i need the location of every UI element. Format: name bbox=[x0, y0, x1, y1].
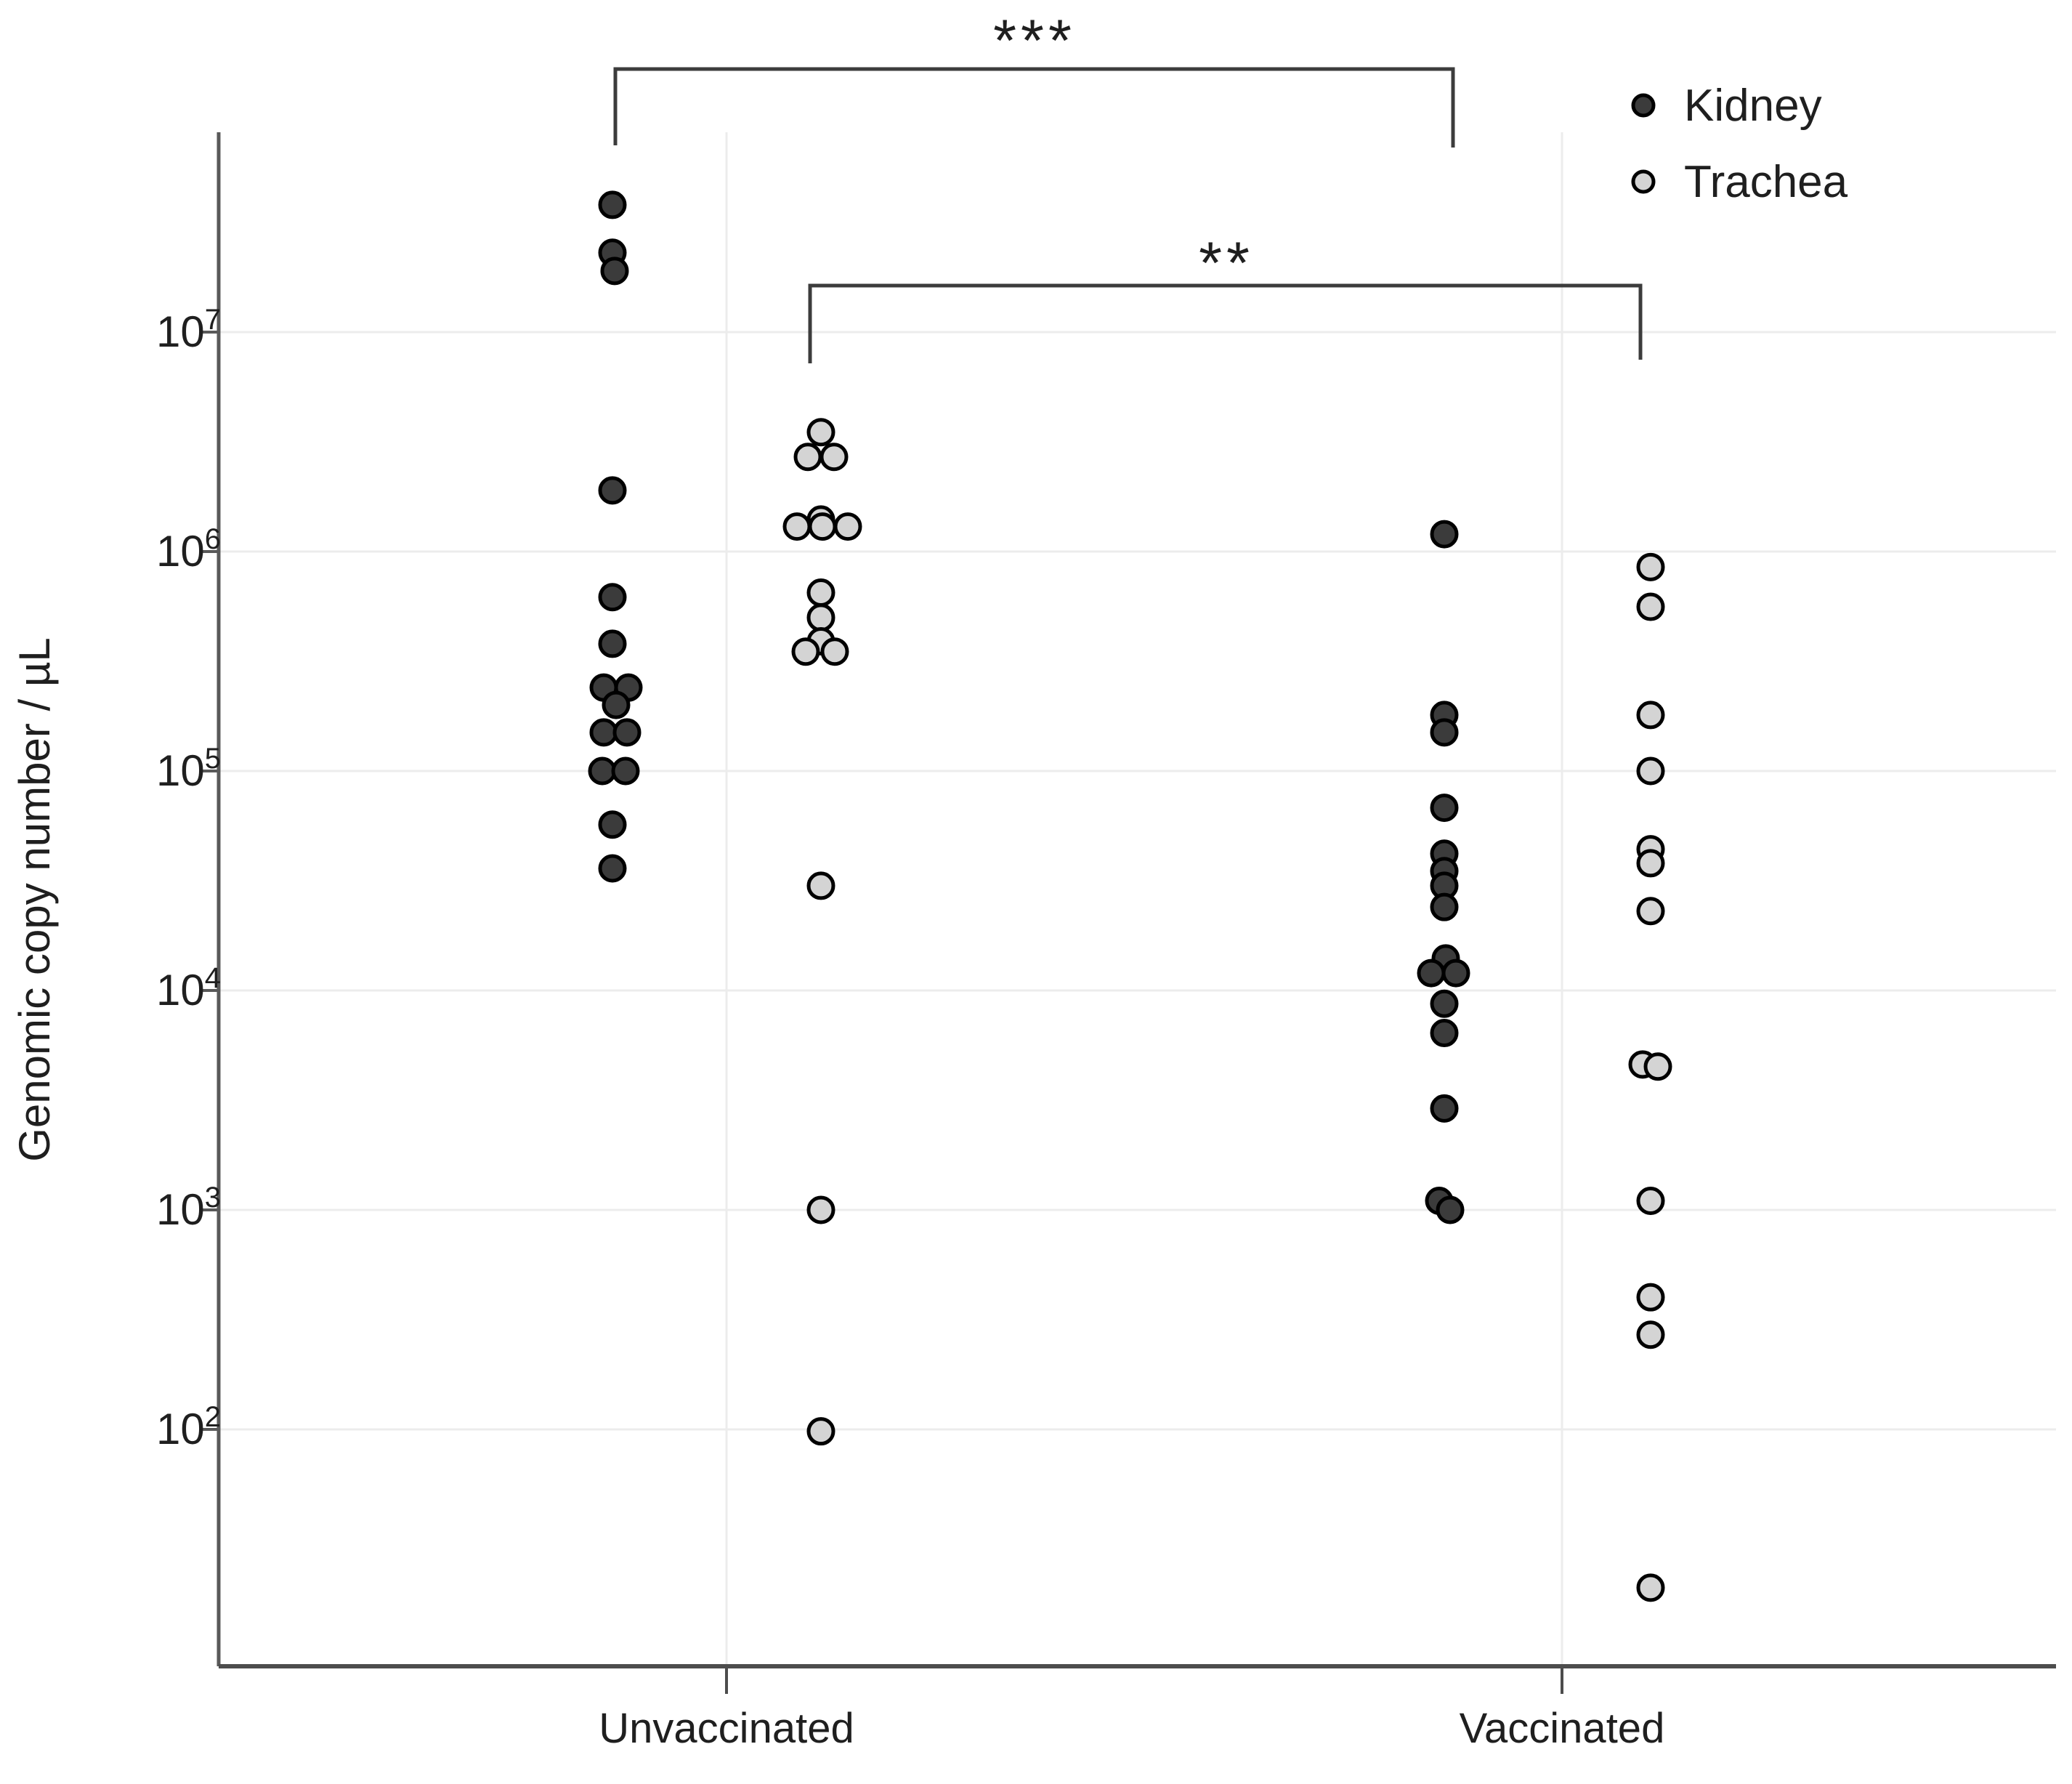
legend-label-trachea: Trachea bbox=[1684, 157, 1848, 207]
legend-markers-layer bbox=[1631, 93, 1656, 194]
legend-marker-kidney bbox=[1631, 93, 1656, 118]
y-tick-label-10e4: 104 bbox=[156, 962, 221, 1014]
gridlines-layer bbox=[219, 132, 2056, 1666]
point-vaccinated-trachea bbox=[1636, 1320, 1665, 1349]
point-unvaccinated-kidney bbox=[588, 756, 617, 786]
point-unvaccinated-trachea bbox=[833, 512, 862, 541]
point-unvaccinated-trachea bbox=[806, 871, 835, 900]
point-unvaccinated-trachea bbox=[782, 512, 812, 541]
legend-label-kidney: Kidney bbox=[1684, 81, 1822, 131]
y-axis-title: Genomic copy number / µL bbox=[10, 637, 59, 1162]
significance-label-trachea: ** bbox=[1199, 230, 1254, 296]
y-tick-label-10e2: 102 bbox=[156, 1401, 221, 1453]
point-unvaccinated-kidney bbox=[589, 718, 618, 747]
point-unvaccinated-trachea bbox=[820, 637, 849, 666]
point-vaccinated-trachea bbox=[1636, 1573, 1665, 1602]
significance-bracket-1 bbox=[613, 67, 1455, 148]
point-vaccinated-kidney bbox=[1430, 1019, 1459, 1048]
point-unvaccinated-kidney bbox=[612, 718, 642, 747]
legend-marker-trachea bbox=[1631, 169, 1656, 194]
point-unvaccinated-trachea bbox=[808, 512, 837, 541]
point-vaccinated-trachea bbox=[1636, 1186, 1665, 1215]
point-unvaccinated-trachea bbox=[820, 443, 849, 472]
y-tick-label-10e3: 103 bbox=[156, 1182, 221, 1234]
point-unvaccinated-kidney bbox=[598, 854, 627, 883]
point-vaccinated-trachea bbox=[1636, 592, 1665, 621]
point-vaccinated-trachea bbox=[1636, 701, 1665, 730]
point-vaccinated-kidney bbox=[1441, 958, 1470, 988]
point-unvaccinated-kidney bbox=[598, 190, 627, 219]
data-points-layer bbox=[588, 190, 1672, 1602]
point-unvaccinated-kidney bbox=[600, 257, 629, 286]
point-unvaccinated-trachea bbox=[806, 578, 835, 608]
y-tick-label-10e6: 106 bbox=[156, 523, 221, 576]
significance-label-kidney: *** bbox=[993, 8, 1076, 74]
point-unvaccinated-trachea bbox=[806, 603, 835, 632]
point-vaccinated-trachea bbox=[1643, 1052, 1672, 1081]
point-unvaccinated-trachea bbox=[806, 1417, 835, 1446]
y-tick-label-10e5: 105 bbox=[156, 743, 221, 795]
point-unvaccinated-kidney bbox=[602, 690, 631, 719]
point-vaccinated-kidney bbox=[1430, 794, 1459, 823]
point-unvaccinated-trachea bbox=[793, 443, 822, 472]
point-unvaccinated-trachea bbox=[791, 637, 820, 666]
point-vaccinated-trachea bbox=[1636, 552, 1665, 581]
point-unvaccinated-kidney bbox=[611, 756, 640, 786]
significance-bracket-2 bbox=[808, 283, 1643, 363]
point-vaccinated-kidney bbox=[1430, 718, 1459, 747]
point-unvaccinated-kidney bbox=[598, 476, 627, 505]
point-vaccinated-kidney bbox=[1417, 958, 1446, 988]
point-vaccinated-kidney bbox=[1430, 520, 1459, 549]
x-category-label-vaccinated: Vaccinated bbox=[1460, 1705, 1665, 1752]
point-vaccinated-kidney bbox=[1436, 1195, 1465, 1224]
point-vaccinated-trachea bbox=[1636, 1283, 1665, 1312]
point-vaccinated-trachea bbox=[1636, 897, 1665, 926]
point-unvaccinated-trachea bbox=[806, 418, 835, 447]
point-unvaccinated-kidney bbox=[598, 810, 627, 839]
point-vaccinated-trachea bbox=[1636, 849, 1665, 878]
y-tick-label-10e7: 107 bbox=[156, 304, 221, 356]
y-tick-labels-layer: 107 106 105 104 103 102 bbox=[156, 304, 221, 1453]
point-unvaccinated-trachea bbox=[806, 1195, 835, 1224]
point-unvaccinated-kidney bbox=[598, 629, 627, 658]
point-unvaccinated-kidney bbox=[598, 583, 627, 612]
point-vaccinated-kidney bbox=[1430, 1094, 1459, 1123]
significance-brackets-layer bbox=[613, 67, 1643, 363]
axes-layer bbox=[200, 132, 2056, 1694]
point-vaccinated-trachea bbox=[1636, 756, 1665, 786]
point-vaccinated-kidney bbox=[1430, 989, 1459, 1018]
point-vaccinated-kidney bbox=[1430, 892, 1459, 921]
x-category-label-unvaccinated: Unvaccinated bbox=[599, 1705, 854, 1752]
